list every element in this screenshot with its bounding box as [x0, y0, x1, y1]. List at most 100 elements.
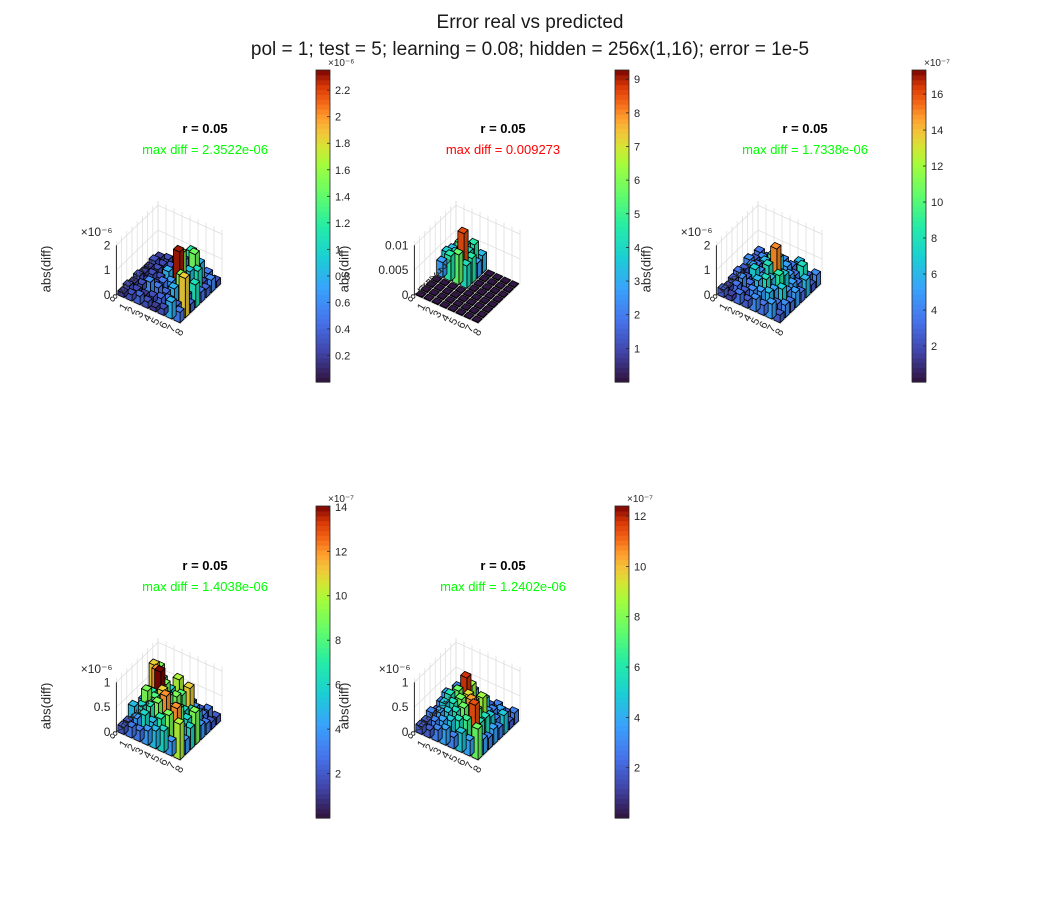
colorbar-segment: [912, 333, 926, 339]
colorbar-segment: [912, 201, 926, 208]
bar: [486, 278, 498, 287]
colorbar-segment: [912, 94, 926, 100]
colorbar-segment: [615, 632, 629, 639]
colorbar: 0.2 0.4 0.6 0.8 1 1.2 1.4 1.6 1.8 2 2.2 ×10⁻⁶: [315, 58, 354, 383]
z-tick-label: 0.01: [385, 238, 409, 252]
figure-title: Error real vs predicted: [436, 12, 624, 33]
colorbar-segment: [316, 720, 330, 726]
x-tick-label: 3: [133, 309, 146, 321]
bar: [173, 717, 185, 761]
colorbar-segment: [316, 318, 330, 325]
x-tick-label: 4: [439, 749, 452, 761]
colorbar-tick-label: 4: [634, 242, 640, 254]
colorbar-segment: [912, 245, 926, 251]
colorbar-segment: [615, 559, 629, 566]
max-diff-label: max diff = 2.3522e-06: [142, 142, 268, 157]
max-diff-label: max diff = 0.009273: [446, 142, 560, 157]
colorbar-segment: [316, 793, 330, 800]
x-tick-label: 5: [447, 753, 460, 765]
colorbar-segment: [615, 710, 629, 717]
colorbar-segment: [615, 177, 629, 183]
colorbar-segment: [615, 740, 629, 746]
colorbar-segment: [615, 99, 629, 105]
colorbar-segment: [615, 613, 629, 619]
z-exponent: ×10⁻⁶: [81, 662, 113, 676]
colorbar-segment: [615, 245, 629, 251]
subplot-title: r = 0.05: [782, 121, 827, 136]
colorbar-segment: [615, 540, 629, 546]
colorbar-segment: [912, 89, 926, 95]
bars: [415, 670, 519, 761]
colorbar-segment: [912, 328, 926, 334]
subplot-title: r = 0.05: [480, 558, 525, 573]
x-tick-label: 7: [165, 323, 178, 335]
colorbar-segment: [615, 749, 629, 756]
colorbar-segment: [615, 377, 629, 383]
x-tick-label: 4: [741, 312, 754, 324]
colorbar-segment: [316, 84, 330, 91]
colorbar-segment: [316, 559, 330, 566]
colorbar-segment: [316, 744, 330, 751]
subplot-title: r = 0.05: [182, 121, 227, 136]
x-tick-label: 5: [447, 316, 460, 328]
colorbar-tick-label: 2: [335, 769, 341, 781]
colorbar-tick-label: 5: [634, 209, 640, 221]
colorbar-segment: [615, 308, 629, 315]
colorbar-segment: [316, 506, 330, 512]
colorbar-segment: [316, 774, 330, 780]
colorbar-segment: [316, 104, 330, 110]
colorbar-segment: [316, 691, 330, 697]
colorbar-segment: [912, 211, 926, 217]
bar: [487, 300, 499, 309]
colorbar-segment: [615, 152, 629, 159]
colorbar-segment: [912, 357, 926, 364]
colorbar-segment: [615, 294, 629, 300]
colorbar-segment: [912, 308, 926, 315]
subplot-4: r = 0.05 max diff = 1.4038e-06 0 0.5 1 abs(di…: [38, 494, 354, 819]
colorbar-segment: [316, 515, 330, 522]
colorbar-segment: [615, 352, 629, 359]
bar: [460, 303, 472, 312]
colorbar-segment: [615, 774, 629, 780]
colorbar-segment: [615, 662, 629, 668]
colorbar-segment: [615, 162, 629, 169]
colorbar-segment: [316, 162, 330, 169]
bar: [141, 724, 153, 746]
colorbar-segment: [316, 579, 330, 585]
colorbar-tick-label: 6: [931, 269, 937, 281]
colorbar-segment: [912, 84, 926, 91]
bar: [494, 281, 506, 290]
colorbar-segment: [615, 813, 629, 819]
colorbar-segment: [316, 265, 330, 271]
colorbar-segment: [316, 749, 330, 756]
colorbar-segment: [615, 289, 629, 295]
colorbar-tick-label: 12: [335, 546, 347, 558]
colorbar-frame: [315, 505, 331, 819]
colorbar-segment: [316, 167, 330, 173]
colorbar-segment: [615, 226, 629, 232]
z-tick-label: 0: [402, 288, 409, 302]
x-tick-label: 6: [455, 319, 468, 331]
colorbar-segment: [615, 671, 629, 678]
colorbar-segment: [912, 240, 926, 247]
colorbar-tick-label: 10: [335, 591, 347, 603]
colorbar-tick-label: 1.2: [335, 218, 350, 230]
bar: [441, 287, 453, 296]
colorbar-segment: [316, 172, 330, 178]
colorbar-segment: [615, 269, 629, 276]
colorbar-segment: [615, 510, 629, 517]
colorbar-segment: [912, 187, 926, 193]
colorbar-segment: [912, 255, 926, 261]
colorbar-segment: [615, 520, 629, 527]
colorbar-segment: [912, 343, 926, 349]
x-tick-label: 4: [141, 749, 154, 761]
x-tick-label: 8: [471, 764, 484, 776]
colorbar-segment: [615, 730, 629, 736]
x-tick-label: 2: [125, 305, 138, 317]
z-tick-label: 1: [402, 675, 409, 689]
bar: [478, 274, 490, 283]
colorbar-segment: [316, 657, 330, 663]
colorbar-segment: [615, 579, 629, 585]
colorbar-segment: [615, 79, 629, 86]
z-tick-label: 2: [104, 238, 111, 252]
